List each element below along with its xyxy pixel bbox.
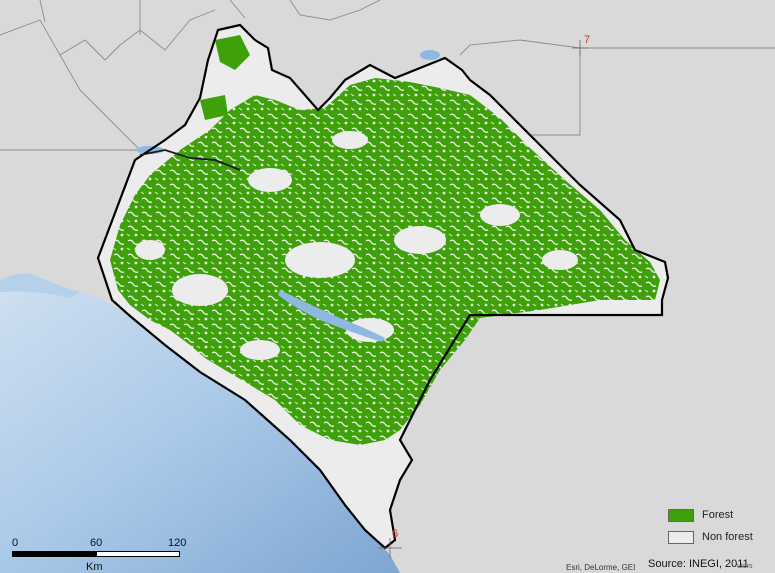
legend-item-nonforest: Non forest: [668, 528, 772, 546]
legend-label-forest: Forest: [702, 509, 734, 521]
scale-tick-60: 60: [90, 537, 103, 549]
scale-bar: 0 60 120 Km: [12, 537, 186, 573]
legend-item-forest: Forest: [668, 506, 772, 524]
scale-segment-black: [12, 551, 96, 557]
source-note: Source: INEGI, 2011: [648, 558, 749, 570]
lagoon: [0, 273, 80, 298]
legend-label-nonforest: Non forest: [702, 531, 753, 543]
pacific-ocean: [0, 282, 400, 573]
map-legend: Forest Non forest: [668, 506, 772, 550]
scale-segment-white: [96, 551, 180, 557]
scale-tick-120: 120: [168, 537, 187, 549]
attribution-tail: utors: [737, 563, 753, 570]
forest-patches-northwest: [200, 35, 250, 120]
grid-label-6: 6: [392, 528, 399, 540]
non-forest-clearings: [135, 131, 578, 360]
grid-markers: [378, 40, 588, 558]
northwest-river: [139, 149, 241, 171]
grid-label-7: 7: [584, 34, 591, 46]
scale-tick-0: 0: [12, 537, 19, 549]
chiapas-boundary: [96, 23, 670, 550]
scale-unit: Km: [86, 561, 103, 573]
map-attribution: Esri, DeLorme, GEI: [566, 563, 636, 572]
forest-swatch: [668, 508, 694, 522]
nonforest-swatch: [668, 530, 694, 544]
